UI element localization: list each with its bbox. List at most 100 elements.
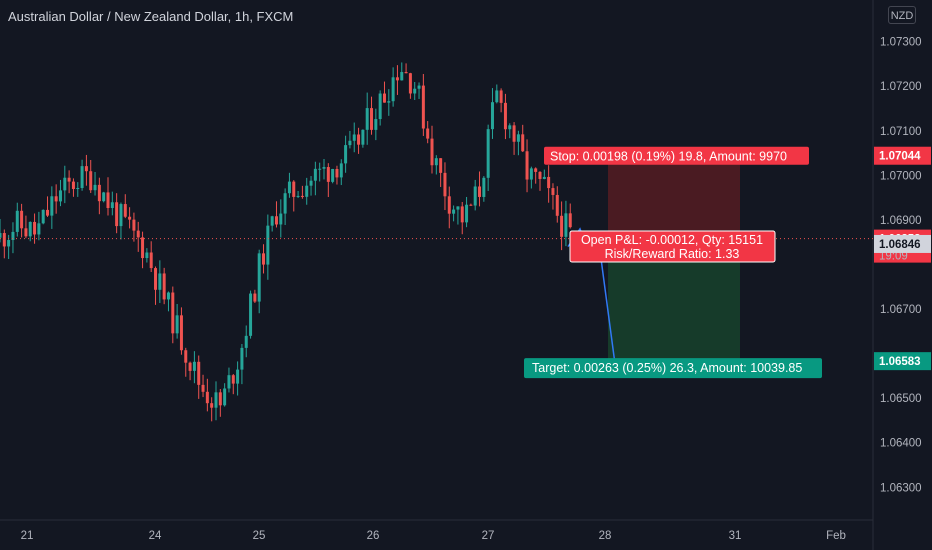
candle-body	[218, 392, 222, 406]
candle-body	[395, 77, 399, 81]
candle-body	[274, 216, 278, 225]
candle-body	[119, 204, 123, 227]
pnl-label-box[interactable]	[569, 230, 776, 263]
candle-body	[227, 375, 231, 389]
candle-body	[128, 216, 132, 220]
candle-body	[106, 192, 110, 208]
candle-body	[512, 125, 516, 142]
currency-tag[interactable]: NZD	[888, 6, 916, 24]
price-tick-label: 1.06300	[880, 482, 922, 494]
candle-body	[20, 210, 24, 229]
candle-body	[391, 77, 395, 102]
candle-body	[551, 188, 555, 195]
price-tick-label: 1.07200	[880, 81, 922, 93]
candle-body	[97, 184, 101, 202]
candle-body	[490, 102, 494, 130]
candle-body	[434, 158, 438, 166]
candle-body	[76, 188, 80, 190]
candle-body	[469, 204, 473, 206]
candle-body	[50, 196, 54, 216]
candle-body	[335, 168, 339, 178]
time-tick-label: 21	[21, 530, 34, 542]
bid-price-tag: 1.06846	[879, 239, 921, 251]
candle-body	[503, 102, 507, 130]
candle-body	[154, 268, 158, 290]
candle-body	[439, 158, 443, 173]
candle-body	[240, 347, 244, 370]
candle-body	[37, 223, 41, 235]
candle-body	[110, 202, 114, 208]
candle-body	[0, 233, 2, 238]
candle-body	[555, 194, 559, 216]
price-tick-label: 1.07000	[880, 170, 922, 182]
price-tick-label: 1.07300	[880, 37, 922, 49]
candle-body	[266, 225, 270, 265]
candle-body	[382, 93, 386, 103]
candle-body	[404, 72, 408, 74]
pnl-label: Open P&L: -0.00012, Qty: 15151	[581, 233, 763, 247]
candle-body	[300, 195, 304, 197]
candle-body	[408, 73, 412, 94]
candle-body	[499, 90, 503, 103]
target-price-tag: 1.06583	[879, 356, 921, 368]
candle-body	[63, 177, 67, 191]
candle-body	[136, 230, 140, 238]
candle-body	[352, 134, 356, 141]
stop-price-tag: 1.07044	[879, 151, 921, 163]
target-label: Target: 0.00263 (0.25%) 26.3, Amount: 10…	[532, 361, 802, 375]
candle-body	[331, 168, 335, 182]
candle-body	[46, 209, 50, 216]
candle-body	[318, 168, 322, 170]
candle-body	[54, 196, 58, 202]
stop-price-tag-box[interactable]	[874, 146, 931, 165]
candle-body	[413, 88, 417, 94]
candle-body	[426, 128, 430, 139]
candle-body	[344, 145, 348, 164]
target-price-tag-box[interactable]	[874, 352, 931, 371]
candle-body	[123, 204, 127, 217]
candle-body	[564, 213, 568, 237]
candle-body	[89, 171, 93, 191]
candle-body	[210, 403, 214, 408]
candle-body	[166, 292, 170, 300]
candle-body	[365, 108, 369, 130]
candle-body	[145, 252, 149, 259]
candle-body	[460, 206, 464, 223]
candle-body	[192, 361, 196, 371]
candle-body	[305, 185, 309, 197]
candle-body	[417, 85, 421, 89]
target-label-box[interactable]	[524, 358, 822, 379]
chart-title: Australian Dollar / New Zealand Dollar, …	[8, 9, 294, 24]
candle-body	[529, 168, 533, 180]
stop-label-box[interactable]	[544, 146, 809, 165]
candle-body	[188, 362, 192, 371]
candle-body	[482, 177, 486, 197]
candle-body	[2, 233, 6, 247]
candle-body	[313, 168, 317, 181]
candle-body	[184, 350, 188, 363]
stop-zone[interactable]	[608, 155, 740, 244]
candle-body	[115, 202, 119, 227]
candle-body	[162, 273, 166, 300]
bid-price-tag-box[interactable]	[874, 234, 931, 253]
candle-body	[348, 140, 352, 146]
candle-body	[542, 176, 546, 179]
candle-body	[158, 273, 162, 290]
candle-body	[175, 315, 179, 334]
candle-body	[262, 253, 266, 265]
candle-body	[132, 219, 136, 231]
candle-body	[516, 134, 520, 142]
candle-body	[495, 90, 499, 103]
candle-body	[149, 252, 153, 269]
target-zone[interactable]	[608, 243, 740, 362]
candle-body	[171, 292, 175, 334]
candle-body	[28, 221, 32, 237]
candle-body	[201, 384, 205, 392]
candle-body	[525, 151, 529, 180]
candle-body	[15, 210, 19, 232]
price-tick-label: 1.06700	[880, 304, 922, 316]
time-tick-label: 26	[367, 530, 380, 542]
candle-body	[421, 85, 425, 129]
